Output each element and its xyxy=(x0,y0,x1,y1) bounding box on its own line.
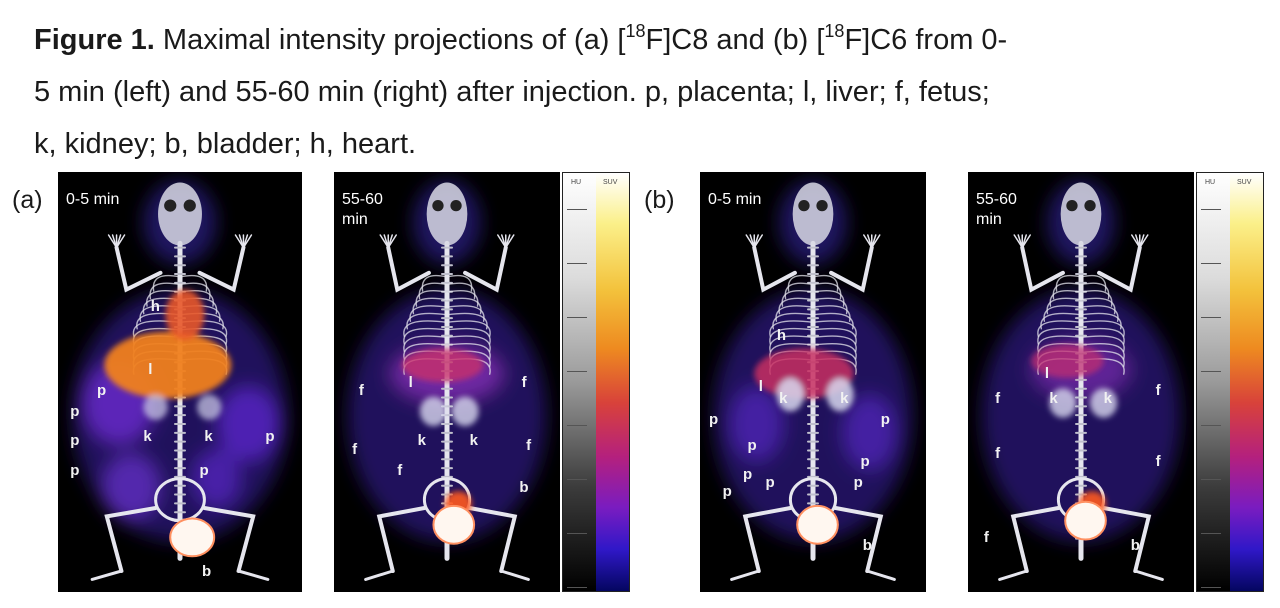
caption-line-3: k, kidney; b, bladder; h, heart. xyxy=(34,128,417,160)
suv-gradient xyxy=(596,173,629,591)
organ-label: p xyxy=(709,411,719,429)
mip-image-b-late: 55-60 min l f f k k f f f b xyxy=(968,172,1194,592)
suv-gradient xyxy=(1230,173,1263,591)
color-scale-bar-a: HU SUV xyxy=(562,172,630,592)
scale-tick xyxy=(567,533,587,534)
scale-tick xyxy=(567,587,587,588)
organ-label: l xyxy=(1044,365,1049,383)
caption-line-2: 5 min (left) and 55-60 min (right) after… xyxy=(34,76,990,108)
organ-label: b xyxy=(862,537,872,555)
suv-header: SUV xyxy=(1237,179,1252,186)
caption-superscript: 18 xyxy=(625,21,646,41)
organ-label: f xyxy=(526,436,532,454)
time-label: 0-5 min xyxy=(708,191,762,208)
organ-label: p xyxy=(765,474,775,492)
organ-label: b xyxy=(1130,537,1140,555)
organ-label: p xyxy=(199,461,209,479)
organ-label: f xyxy=(397,461,403,479)
organ-label: p xyxy=(70,432,80,450)
organ-label: k xyxy=(469,432,478,450)
hu-gradient xyxy=(1197,173,1230,591)
organ-label: l xyxy=(758,377,763,395)
scale-tick xyxy=(567,317,587,318)
organ-label: f xyxy=(521,373,527,391)
scale-tick xyxy=(1201,371,1221,372)
organ-label: l xyxy=(408,373,413,391)
organ-label: k xyxy=(840,390,849,408)
organ-label: p xyxy=(880,411,890,429)
caption-text: F]C8 and (b) [ xyxy=(645,24,825,56)
mip-render xyxy=(72,180,288,581)
suv-header: SUV xyxy=(603,179,618,186)
organ-label: p xyxy=(70,403,80,420)
organ-label: p xyxy=(742,466,753,483)
organ-label: k xyxy=(143,428,152,446)
panel-label-b: (b) xyxy=(644,186,675,214)
caption-line-1: Figure 1. Maximal intensity projections … xyxy=(34,14,1266,66)
mip-render xyxy=(981,180,1181,581)
organ-label: f xyxy=(1155,453,1161,471)
organ-label: k xyxy=(417,432,426,450)
scale-tick xyxy=(567,371,587,372)
caption-superscript: 18 xyxy=(824,21,845,41)
scale-tick xyxy=(1201,263,1221,264)
scale-tick xyxy=(567,209,587,210)
mip-render xyxy=(713,180,913,581)
scale-tick xyxy=(1201,425,1221,426)
organ-label: f xyxy=(1155,382,1161,399)
scale-tick xyxy=(1201,587,1221,588)
organ-label: f xyxy=(358,382,364,399)
hu-header: HU xyxy=(1205,179,1216,186)
mip-render xyxy=(347,180,547,581)
caption-text: F]C6 from 0- xyxy=(844,24,1008,56)
scale-tick xyxy=(567,479,587,480)
organ-label: k xyxy=(1103,390,1112,408)
organ-label: p xyxy=(853,474,863,492)
caption-figure-number: Figure 1. xyxy=(34,24,155,56)
time-label: 0-5 min xyxy=(66,191,120,208)
caption-text: Maximal intensity projections of (a) [ xyxy=(154,24,626,56)
organ-label: p xyxy=(265,428,275,446)
scale-tick xyxy=(1201,479,1221,480)
organ-label: k xyxy=(1049,390,1058,408)
organ-label: b xyxy=(201,562,212,580)
scale-tick xyxy=(1201,317,1221,318)
color-scale-bar-b: HU SUV xyxy=(1196,172,1264,592)
hu-gradient xyxy=(563,173,596,591)
organ-label: h xyxy=(150,298,160,315)
scale-tick xyxy=(1201,533,1221,534)
organ-label: b xyxy=(519,478,529,496)
time-label: 55-60 min xyxy=(976,191,1017,228)
organ-label: p xyxy=(70,461,80,479)
organ-label: k xyxy=(204,428,213,446)
organ-label: f xyxy=(983,529,989,546)
organ-label: p xyxy=(97,382,107,399)
organ-label: p xyxy=(722,482,732,500)
organ-label: f xyxy=(995,445,1001,462)
organ-label: f xyxy=(352,440,358,458)
scale-tick xyxy=(567,263,587,264)
panel-label-a: (a) xyxy=(12,186,43,214)
figure-caption: Figure 1. Maximal intensity projections … xyxy=(34,14,1266,170)
organ-label: h xyxy=(776,327,786,345)
organ-label: l xyxy=(148,361,153,378)
organ-label: k xyxy=(779,390,788,408)
organ-label: p xyxy=(747,436,757,454)
organ-label: f xyxy=(995,390,1001,408)
hu-header: HU xyxy=(571,179,582,186)
scale-tick xyxy=(567,425,587,426)
time-label: 55-60 min xyxy=(342,191,383,228)
scale-tick xyxy=(1201,209,1221,210)
organ-label: p xyxy=(860,453,870,471)
